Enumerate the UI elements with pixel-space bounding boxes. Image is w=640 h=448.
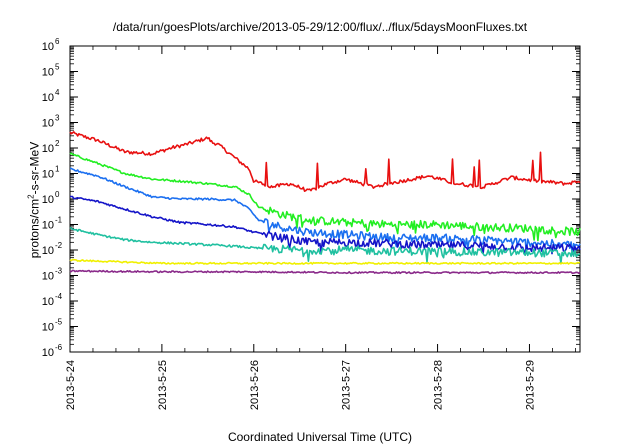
y-tick-label: 10 [42, 245, 54, 257]
x-tick-label: 2013-5-25 [157, 360, 169, 410]
x-tick-label: 2013-5-27 [341, 360, 353, 410]
y-tick-exponent: -3 [55, 267, 63, 276]
x-tick-label: 2013-5-29 [524, 360, 536, 410]
y-tick-exponent: 6 [55, 37, 60, 46]
y-tick-exponent: 1 [55, 165, 60, 174]
y-tick-label: 10 [42, 347, 54, 359]
series-line-green [69, 152, 581, 242]
chart-title: /data/run/goesPlots/archive/2013-05-29/1… [112, 20, 528, 34]
series-line-yellow [69, 258, 581, 265]
series-line-red [69, 131, 581, 192]
x-axis-label: Coordinated Universal Time (UTC) [227, 430, 413, 444]
y-tick-label: 10 [42, 92, 54, 104]
y-tick-exponent: 5 [55, 63, 60, 72]
y-tick-label: 10 [42, 118, 54, 130]
y-tick-exponent: -1 [55, 216, 63, 225]
y-tick-exponent: -5 [55, 318, 63, 327]
x-axis: 2013-5-24 2013-5-25 2013-5-26 2013-5-27 2013… [65, 46, 576, 410]
x-tick-label: 2013-5-28 [433, 360, 445, 410]
y-tick-label: 10 [42, 194, 54, 206]
y-tick-label: 10 [42, 67, 54, 79]
y-tick-exponent: -6 [55, 343, 63, 352]
y-tick-exponent: 2 [55, 139, 60, 148]
y-tick-exponent: 4 [55, 88, 60, 97]
y-tick-label: 10 [42, 41, 54, 53]
y-tick-label: 10 [42, 322, 54, 334]
series-line-navy [69, 195, 581, 255]
y-tick-exponent: 3 [55, 114, 60, 123]
y-tick-label: 10 [42, 296, 54, 308]
x-tick-label: 2013-5-26 [249, 360, 261, 410]
y-axis: 10 -610 -510 -410 -310 -210 -110 010 110 210 310 41… [42, 37, 580, 359]
plot-frame [69, 45, 581, 353]
y-tick-label: 10 [42, 220, 54, 232]
y-tick-label: 10 [42, 271, 54, 283]
y-tick-label: 10 [42, 169, 54, 181]
series-line-blue [69, 167, 581, 256]
x-tick-label: 2013-5-24 [65, 360, 77, 410]
series-line-purple [69, 269, 581, 275]
y-tick-exponent: -4 [55, 292, 63, 301]
series-line-teal [69, 226, 581, 264]
y-tick-exponent: 0 [55, 190, 60, 199]
y-tick-exponent: -2 [55, 241, 63, 250]
y-tick-label: 10 [42, 143, 54, 155]
series-group [69, 131, 581, 275]
